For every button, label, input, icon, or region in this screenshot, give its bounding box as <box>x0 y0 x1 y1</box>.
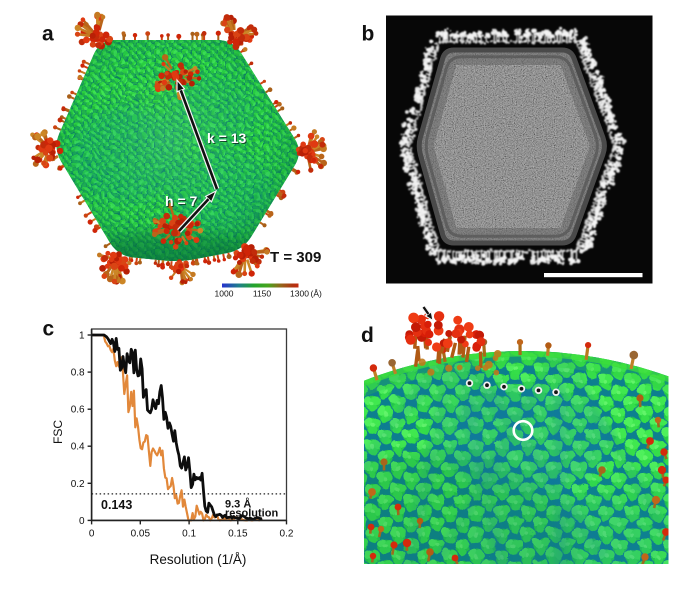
svg-text:0.1: 0.1 <box>182 528 196 539</box>
svg-text:h = 7: h = 7 <box>165 193 198 209</box>
svg-text:T = 309: T = 309 <box>270 249 321 266</box>
svg-text:a: a <box>42 23 54 46</box>
svg-text:resolution: resolution <box>225 508 278 520</box>
svg-text:d: d <box>361 324 374 347</box>
svg-text:0.2: 0.2 <box>71 479 85 490</box>
svg-text:FSC: FSC <box>51 420 65 444</box>
svg-text:0.6: 0.6 <box>71 405 85 416</box>
svg-text:0.4: 0.4 <box>71 442 85 453</box>
svg-text:b: b <box>362 23 375 46</box>
svg-text:Resolution (1/Å): Resolution (1/Å) <box>150 552 247 567</box>
svg-text:1300: 1300 <box>290 289 309 299</box>
svg-text:1150: 1150 <box>253 289 272 299</box>
svg-text:0.2: 0.2 <box>280 528 294 539</box>
svg-text:c: c <box>43 318 55 341</box>
svg-text:0.15: 0.15 <box>228 528 248 539</box>
svg-text:0.143: 0.143 <box>101 498 132 512</box>
svg-text:0: 0 <box>79 516 85 527</box>
svg-text:(Å): (Å) <box>311 289 323 299</box>
svg-text:1000: 1000 <box>215 289 234 299</box>
svg-text:k = 13: k = 13 <box>207 130 247 146</box>
svg-text:1: 1 <box>79 331 85 342</box>
svg-text:0.05: 0.05 <box>131 528 151 539</box>
svg-text:0.8: 0.8 <box>71 368 85 379</box>
svg-text:0: 0 <box>89 528 95 539</box>
